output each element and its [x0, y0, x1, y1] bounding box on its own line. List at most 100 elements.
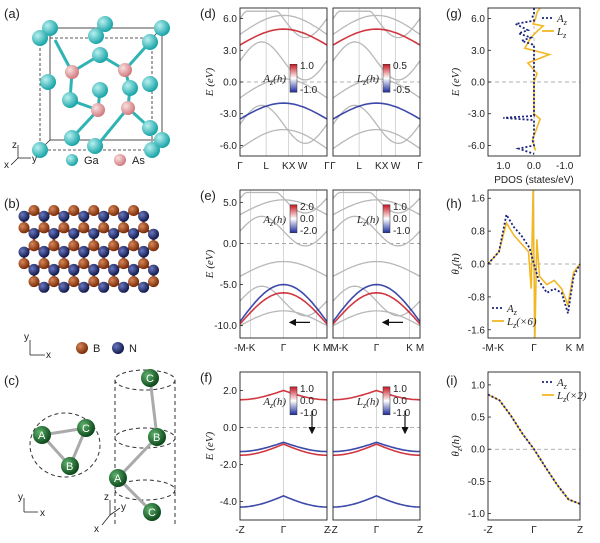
axis-y-c3d: y: [121, 502, 126, 513]
panel-label-i: (i): [446, 373, 458, 388]
legend-label: Lz(×6): [506, 316, 537, 330]
b-atom: [88, 205, 100, 216]
legend-as-marker: [114, 154, 126, 166]
atom-a-label: A: [38, 430, 46, 442]
colorbar-max-left: 2.0: [300, 202, 314, 213]
helix-cylinder: [114, 369, 176, 525]
projected-band: [332, 495, 421, 508]
axis-z-c3d: z: [104, 492, 109, 503]
xtick-label: Z: [577, 525, 583, 536]
projected-band: [239, 291, 328, 325]
ytick-label: 0.0: [223, 239, 237, 250]
xtick-label: Γ: [330, 161, 336, 172]
panel-label-g: (g): [446, 6, 462, 21]
b-atom: [28, 205, 40, 216]
colorbar-right: [382, 386, 391, 416]
panel-label-e: (e): [200, 188, 216, 203]
band-line: [239, 104, 328, 144]
xtick-label: M: [323, 343, 331, 354]
xtick-label: K: [566, 343, 573, 354]
xtick-label: KX: [375, 161, 389, 172]
axis-x-b: x: [46, 350, 51, 361]
panel-label-a: (a): [4, 6, 20, 21]
panel-label-c: (c): [4, 373, 19, 388]
colorbar-label-left: Az(h): [262, 73, 286, 87]
ytick-label: 0.0: [471, 78, 485, 89]
n-atom: [118, 210, 130, 222]
xtick-label: -K: [245, 343, 255, 354]
n-atom: [28, 228, 40, 239]
xtick-label: Γ: [237, 161, 243, 172]
ytick-label: 0.0: [223, 78, 237, 89]
b-atom: [38, 222, 50, 234]
ytick-label: -10.0: [214, 321, 237, 332]
n-atom: [138, 281, 150, 293]
b-atom: [78, 258, 90, 270]
series-line-a: [503, 8, 536, 155]
as-atoms: [65, 63, 135, 117]
ytick-label: 6.0: [471, 14, 485, 25]
band-line: [332, 104, 421, 144]
axis-y-a: y: [32, 154, 37, 165]
colorbar-min-left: -1.0: [300, 85, 318, 96]
n-atom: [98, 210, 110, 222]
xtick-label: K: [406, 343, 413, 354]
panel-label-f: (f): [200, 370, 212, 385]
b-atom: [148, 276, 159, 288]
chart-panels: (g) 6.0 3.0 0.0 -3.0 -6.0 1.0 0.0 -1.0 PDOS (stat…: [446, 6, 587, 536]
colorbar-right: [382, 204, 391, 234]
n-atom: [18, 210, 30, 222]
xtick-label: 1.0: [496, 161, 510, 172]
xtick-label: K: [313, 343, 320, 354]
ytick-label: 0.0: [471, 445, 485, 456]
xtick-label: -Z: [235, 525, 244, 536]
axes-a: [10, 145, 31, 166]
colorbar-right: [382, 63, 391, 93]
ytick-label: 3.0: [223, 46, 237, 57]
band-line: [239, 14, 328, 35]
n-atom: [98, 281, 110, 293]
helix-atom-c2: C: [148, 507, 156, 519]
n-atom: [58, 281, 70, 293]
ytick-label: 2.0: [223, 386, 237, 397]
colorbar-label-left: Az(h): [262, 214, 286, 228]
b-atom: [38, 258, 50, 270]
b-atom: [128, 205, 140, 216]
band-line: [332, 191, 421, 214]
band-frame-left: [239, 371, 328, 521]
xtick-label: M: [576, 343, 584, 354]
colorbar-label-right: Lz(h): [356, 396, 379, 410]
axes-c-3d: [101, 500, 121, 526]
ytick-label: 1.0: [471, 380, 485, 391]
band-frame-left: [239, 189, 328, 339]
xtick-label: -K: [494, 343, 504, 354]
xtick-label: Γ: [374, 525, 380, 536]
b-atom: [128, 240, 140, 252]
panel-g: (g) 6.0 3.0 0.0 -3.0 -6.0 1.0 0.0 -1.0 PDOS (stat…: [446, 6, 581, 186]
ytick-label: -2.0: [220, 460, 238, 471]
band-line: [332, 14, 421, 35]
axis-z-a: z: [12, 140, 17, 151]
band-line: [332, 199, 421, 216]
b-atom: [18, 222, 30, 234]
n-atom: [58, 210, 70, 222]
chart-frame: [487, 371, 581, 521]
ytick-label: -4.0: [220, 497, 238, 508]
axis-x-c: x: [40, 508, 45, 519]
b-atom: [58, 222, 70, 234]
series-line-l: [523, 7, 552, 151]
axes-c-2d: [23, 498, 38, 513]
panel-label-h: (h): [446, 196, 462, 211]
helix-atoms: [109, 369, 166, 521]
b-atom: [88, 240, 100, 252]
band-line: [239, 128, 328, 150]
ytick-label: -6.0: [468, 141, 486, 152]
colorbar-label-right: Lz(h): [356, 214, 379, 228]
colorbar-max-right: 1.0: [393, 202, 407, 213]
band-line: [239, 78, 328, 99]
colorbar-mid-right: 0.0: [393, 396, 407, 407]
ytick-label: -6.0: [220, 141, 238, 152]
legend-ga-marker: [66, 154, 78, 166]
colorbar-label-right: Lz(h): [356, 73, 379, 87]
